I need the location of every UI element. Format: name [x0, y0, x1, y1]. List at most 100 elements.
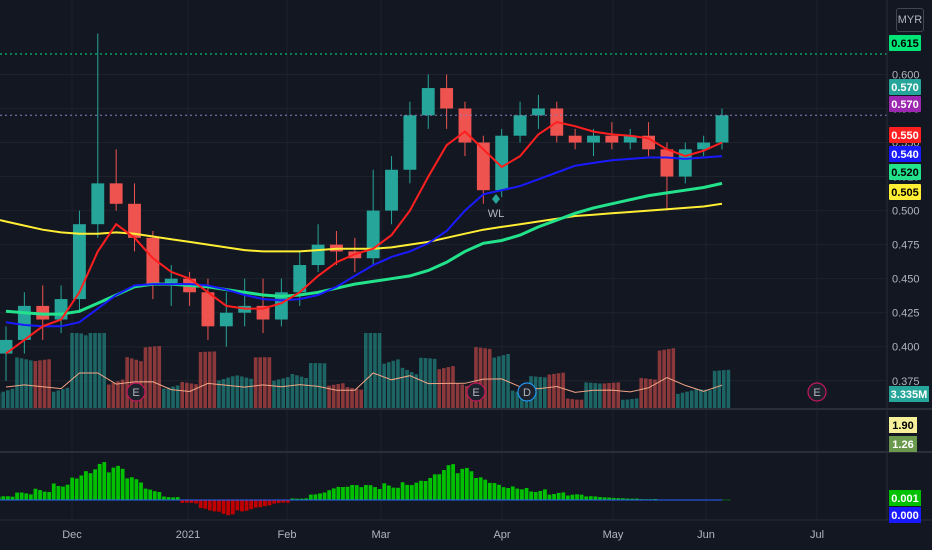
pane-separators[interactable]	[0, 0, 932, 521]
price-tick-label: 0.500	[892, 206, 920, 218]
candle-body	[164, 278, 178, 286]
badge-label: 0.615	[891, 38, 919, 50]
macd-bar	[446, 465, 451, 500]
badge-macd: 0.000	[889, 507, 921, 523]
macd-bar	[497, 484, 501, 500]
volume-bar	[689, 390, 694, 408]
volume-bar	[676, 393, 680, 408]
macd-bar	[414, 482, 419, 500]
volume-bar	[221, 378, 226, 408]
volume-bar	[391, 360, 396, 408]
event-label: E	[132, 387, 139, 399]
macd-bar	[621, 498, 625, 500]
badge-label: 0.000	[891, 510, 919, 522]
badge-ma-red: 0.550	[889, 127, 921, 143]
volume-bar	[451, 366, 455, 408]
volume-bar	[423, 358, 428, 408]
volume-bar	[543, 377, 547, 408]
macd-bar	[386, 485, 391, 500]
candle-body	[366, 210, 380, 259]
macd-bar	[354, 485, 359, 500]
badge-label: 0.540	[891, 149, 919, 161]
candle-body	[642, 135, 655, 150]
badge-label: 0.570	[891, 99, 919, 111]
volume-bar	[322, 363, 327, 408]
macd-bar	[322, 492, 327, 500]
macd-bar	[258, 500, 263, 508]
macd-bar	[520, 489, 524, 500]
macd-bar	[249, 500, 254, 510]
macd-bar	[547, 494, 552, 500]
price-tick-label: 0.450	[892, 274, 920, 286]
volume-bar	[437, 369, 442, 408]
badge-purple-line: 0.570	[889, 96, 921, 112]
volume-bar	[552, 373, 556, 408]
volume-bar	[88, 333, 93, 408]
volume-bar	[487, 348, 492, 408]
volume-bar	[685, 391, 689, 408]
badge-green-line: 0.615	[889, 35, 921, 51]
macd-bar	[492, 483, 497, 500]
candle-body	[568, 135, 582, 143]
time-tick-label: Apr	[493, 529, 510, 541]
badge-last-price: 0.570	[889, 79, 921, 95]
macd-bar	[419, 480, 423, 500]
macd-bar	[203, 500, 208, 509]
volume-bar	[327, 385, 331, 408]
badge-indicator: 1.26	[889, 436, 917, 452]
macd-bar	[148, 489, 153, 500]
macd-bar	[116, 465, 120, 500]
moving-averages	[0, 121, 723, 355]
volume-bar	[217, 380, 221, 408]
volume-bar	[1, 391, 5, 408]
candle-body	[660, 149, 674, 177]
volume-bar	[331, 384, 336, 408]
badge-rect	[889, 386, 929, 402]
macd-histogram	[0, 462, 731, 516]
macd-bar	[478, 477, 483, 500]
volume-bar	[598, 383, 602, 408]
badge-rect	[889, 127, 921, 143]
macd-bar	[74, 478, 79, 500]
volume-bar	[657, 350, 662, 408]
macd-bar	[166, 497, 171, 500]
volume-bar	[726, 369, 731, 408]
volume-bar	[680, 392, 685, 408]
time-axis[interactable]: Dec 2021 Feb Mar Apr May Jun Jul	[62, 529, 824, 541]
macd-bar	[409, 485, 414, 500]
volume-bar	[318, 363, 322, 408]
macd-bar	[162, 496, 166, 500]
volume-bar	[400, 367, 405, 408]
macd-bar	[244, 500, 249, 511]
candle-body	[219, 312, 233, 327]
candle-body	[0, 339, 13, 354]
volume-bar	[180, 382, 184, 408]
volume-bar	[722, 370, 726, 408]
macd-bar	[588, 496, 593, 500]
volume-bar	[607, 383, 611, 408]
volume-bar	[409, 372, 414, 408]
macd-bar	[15, 492, 19, 500]
macd-bar	[276, 500, 281, 504]
macd-bar	[318, 493, 322, 500]
macd-bar	[313, 494, 318, 500]
candlesticks[interactable]	[0, 33, 729, 381]
macd-bar	[455, 473, 460, 500]
currency-selector[interactable]: MYR	[896, 8, 924, 32]
macd-bar	[47, 491, 52, 500]
volume-bar	[106, 384, 111, 408]
macd-bar	[65, 484, 70, 500]
time-tick-label: May	[603, 529, 624, 541]
volume-bar	[588, 382, 593, 408]
volume-bar	[129, 358, 134, 408]
macd-bar	[474, 478, 478, 500]
event-label: E	[813, 387, 820, 399]
event-markers[interactable]: E E D E WL	[126, 194, 827, 402]
volume-bar	[377, 333, 382, 408]
macd-bar	[400, 482, 405, 500]
event-circle	[517, 382, 537, 402]
macd-bar	[28, 494, 33, 500]
volume-bar	[602, 383, 607, 408]
macd-bar	[543, 489, 547, 500]
